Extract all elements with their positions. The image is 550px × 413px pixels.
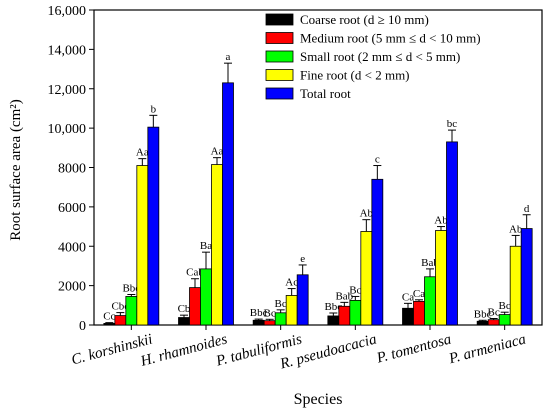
y-tick-label: 16,000	[48, 4, 87, 19]
legend-label: Small root (2 mm ≤ d < 5 mm)	[300, 49, 460, 64]
bar	[498, 314, 511, 326]
bar	[360, 231, 373, 326]
y-tick-label: 8000	[58, 162, 86, 177]
bar	[349, 299, 362, 326]
legend: Coarse root (d ≥ 10 mm) Medium root (5 mm…	[265, 12, 481, 101]
legend-label: Total root	[300, 86, 351, 101]
y-tick-label: 6000	[58, 201, 86, 216]
significance-label: Bc	[275, 298, 287, 310]
significance-label: Ca	[413, 288, 425, 300]
legend-swatch	[265, 50, 294, 63]
significance-label: Bc	[264, 307, 276, 319]
significance-label: Bbc	[122, 282, 140, 294]
significance-label: Bc	[499, 300, 511, 312]
significance-label: Ac	[285, 277, 298, 289]
legend-swatch	[265, 32, 294, 44]
x-axis-title: Species	[294, 391, 343, 408]
legend-label: Fine root (d < 2 mm)	[300, 68, 410, 83]
y-tick-label: 10,000	[48, 122, 87, 137]
bar	[435, 230, 447, 326]
significance-label: d	[524, 203, 530, 215]
y-tick-label: 0	[79, 319, 86, 334]
legend-swatch	[265, 87, 294, 100]
significance-label: Ca	[402, 291, 414, 303]
significance-label: Bc	[349, 284, 361, 296]
bar	[125, 296, 138, 326]
bar	[402, 307, 414, 326]
bar	[252, 319, 265, 326]
significance-label: Bc	[488, 307, 500, 319]
legend-label: Coarse root (d ≥ 10 mm)	[300, 12, 429, 27]
significance-label: Bbc	[324, 301, 342, 313]
significance-label: Bbc	[474, 308, 492, 320]
x-tick-label: P. tomentosa	[374, 331, 453, 366]
significance-label: b	[151, 103, 157, 115]
significance-label: a	[226, 51, 231, 63]
bar	[136, 165, 149, 326]
bar	[327, 315, 340, 326]
y-tick-label: 12,000	[48, 83, 87, 98]
bar	[520, 228, 533, 326]
bar	[103, 323, 116, 326]
significance-label: Aa	[211, 146, 224, 158]
bar	[476, 320, 489, 326]
bar	[222, 82, 234, 326]
legend-swatch	[265, 69, 294, 81]
significance-label: Cc	[103, 311, 115, 323]
bar	[114, 315, 127, 326]
bar	[446, 141, 458, 326]
significance-label: Ab	[434, 215, 448, 227]
significance-label: c	[375, 154, 380, 166]
significance-label: bc	[447, 118, 458, 130]
significance-label: Aa	[136, 147, 149, 159]
significance-label: Ba	[200, 240, 212, 252]
significance-label: Cbc	[111, 301, 129, 313]
significance-label: Bbc	[250, 307, 268, 319]
bar	[413, 300, 425, 326]
significance-label: Ab	[509, 223, 523, 235]
bar	[487, 319, 500, 326]
significance-label: e	[300, 253, 305, 265]
bar	[338, 305, 351, 326]
significance-label: Bab	[421, 257, 439, 269]
significance-label: Cab	[186, 267, 204, 279]
y-axis-title: Root surface area (cm²)	[8, 99, 24, 241]
bar	[285, 295, 298, 326]
bar	[263, 320, 276, 326]
bar	[296, 274, 309, 326]
bar	[509, 245, 522, 326]
bar	[178, 317, 190, 326]
bar	[371, 178, 384, 326]
significance-label: Ab	[360, 208, 374, 220]
plot-area: 0 2000 4000 6000 8000 10,000 12,000 14,000 16,00…	[48, 4, 543, 373]
x-tick-label: P. armeniaca	[446, 331, 527, 367]
bar	[200, 268, 212, 326]
bar	[424, 276, 436, 326]
y-tick-label: 14,000	[48, 43, 87, 58]
significance-label: Cb	[178, 303, 191, 315]
bar	[189, 287, 201, 326]
significance-label: Bab	[335, 290, 353, 302]
legend-label: Medium root (5 mm ≤ d < 10 mm)	[300, 31, 481, 46]
y-tick-label: 4000	[58, 240, 86, 255]
bar	[211, 164, 223, 326]
bar	[147, 126, 160, 326]
y-tick-label: 2000	[58, 280, 86, 295]
bar	[274, 312, 287, 326]
legend-swatch	[265, 13, 294, 26]
